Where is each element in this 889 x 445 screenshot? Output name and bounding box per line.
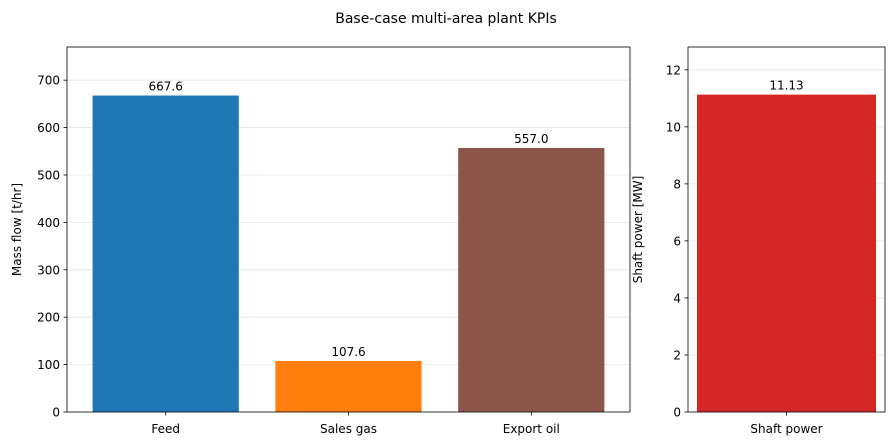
- y-axis-label: Mass flow [t/hr]: [10, 183, 24, 276]
- data-label: 107.6: [331, 345, 365, 359]
- y-tick-label: 2: [673, 348, 681, 362]
- y-tick-label: 200: [37, 311, 60, 325]
- y-tick-label: 700: [37, 74, 60, 88]
- data-label: 11.13: [769, 79, 803, 93]
- y-tick-label: 300: [37, 263, 60, 277]
- bar-feed: [92, 95, 239, 413]
- y-tick-label: 12: [666, 63, 681, 77]
- x-tick-label: Feed: [151, 422, 180, 436]
- y-axis-label: Shaft power [MW]: [631, 176, 645, 284]
- x-tick-label: Shaft power: [750, 422, 822, 436]
- shaft-power-chart: 11.13 0 2 4 6 8 10 12 Shaft power Shaft power [MW…: [631, 46, 886, 436]
- x-tick-label: Export oil: [503, 422, 560, 436]
- bar-shaft-power: [696, 94, 877, 412]
- y-tick-label: 400: [37, 216, 60, 230]
- y-tick-label: 0: [673, 406, 681, 420]
- y-tick-label: 500: [37, 168, 60, 182]
- data-label: 557.0: [514, 132, 548, 146]
- y-tick-label: 4: [673, 291, 681, 305]
- x-tick-label: Sales gas: [320, 422, 377, 436]
- figure-title: Base-case multi-area plant KPIs: [335, 11, 557, 27]
- y-tick-label: 0: [52, 406, 60, 420]
- bar-sales-gas: [275, 360, 422, 412]
- y-tick-label: 8: [673, 177, 681, 191]
- y-tick-label: 10: [666, 120, 681, 134]
- y-tick-label: 6: [673, 234, 681, 248]
- y-tick-label: 100: [37, 358, 60, 372]
- y-tick-label: 600: [37, 121, 60, 135]
- data-label: 667.6: [149, 80, 183, 94]
- mass-flow-chart: 667.6 107.6 557.0 0 100 200 300 400 500 600 700 Fee…: [10, 46, 631, 436]
- bar-export-oil: [458, 147, 605, 412]
